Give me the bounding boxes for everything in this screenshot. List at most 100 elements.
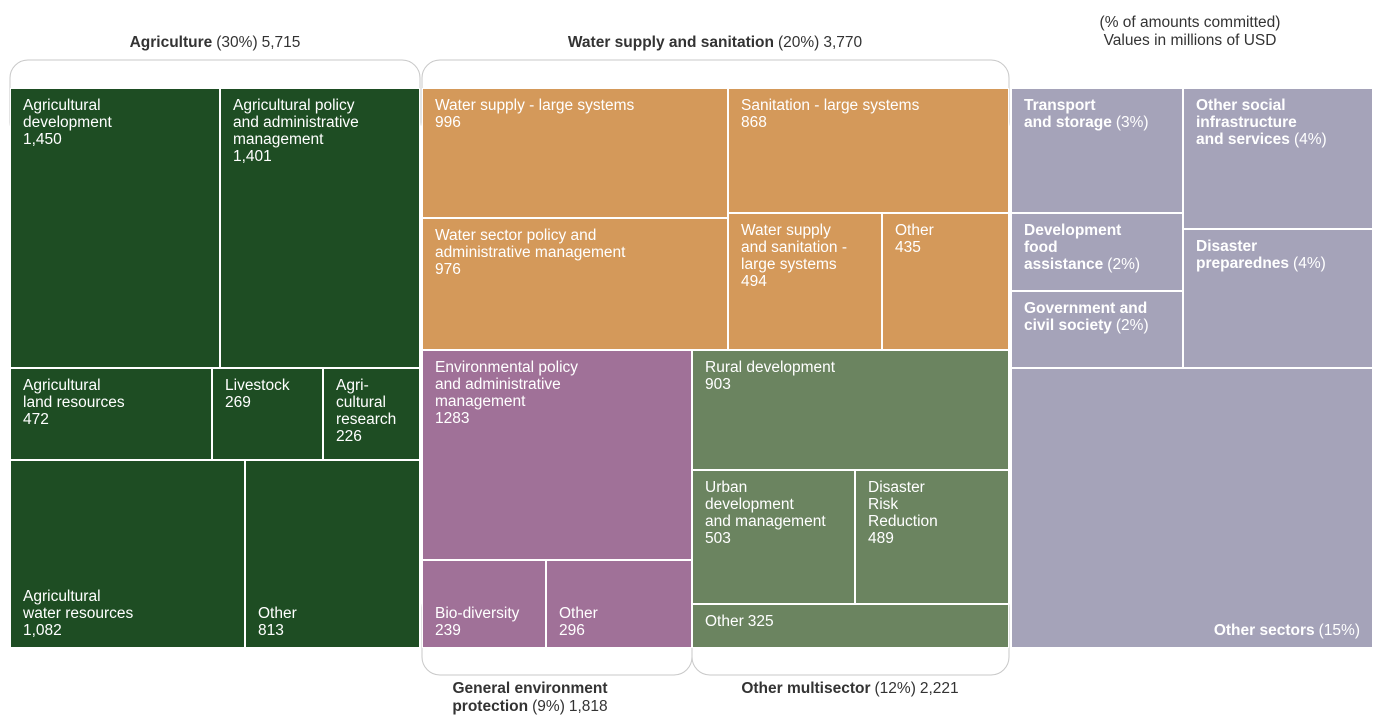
tile-label: Water supply and sanitation - large syst… — [741, 222, 869, 290]
group-label: Agriculture (30%) 5,715 — [130, 34, 301, 52]
group-total: 1,818 — [568, 698, 608, 715]
tile-name: Sanitation - large systems — [741, 97, 920, 114]
group-share: (12%) — [874, 680, 916, 697]
tile-value: 1,082 — [23, 622, 62, 639]
tile-name: Disaster Risk Reduction — [868, 479, 938, 530]
tile-label: Water supply - large systems 996 — [435, 97, 715, 131]
tile-value: 226 — [336, 428, 362, 445]
tile: Other 296 — [546, 560, 692, 648]
group-name: Other multisector — [741, 680, 871, 697]
group-share: (9%) — [532, 698, 565, 715]
tile-value: (2%) — [1107, 256, 1141, 273]
tile-value: 503 — [705, 530, 731, 547]
tile-label: Other 435 — [895, 222, 996, 256]
group-label: Water supply and sanitation (20%) 3,770 — [568, 34, 862, 52]
tile-name: Agricultural development — [23, 97, 112, 131]
tile-label: Agricultural land resources 472 — [23, 377, 199, 428]
tile-value: 325 — [747, 613, 774, 630]
tile-label: Disaster Risk Reduction 489 — [868, 479, 996, 547]
tile-label: Transport and storage (3%) — [1024, 97, 1170, 131]
tile: Urban development and management 503 — [692, 470, 855, 604]
tile-name: Water sector policy and administrative m… — [435, 227, 626, 261]
tile-name: Rural development — [705, 359, 836, 376]
tile-value: 976 — [435, 261, 461, 278]
tile: Environmental policy and administrative … — [422, 350, 692, 560]
tile-label: Agri- cultural research 226 — [336, 377, 407, 445]
tile-name: Agricultural land resources — [23, 377, 125, 411]
tile-name: Other — [895, 222, 934, 239]
group-label: Other multisector (12%) 2,221 — [741, 680, 958, 698]
tile-value: 269 — [225, 394, 251, 411]
tile: Water sector policy and administrative m… — [422, 218, 728, 350]
tile: Water supply and sanitation - large syst… — [728, 213, 882, 350]
tile-name: Other social infrastructure and services — [1196, 97, 1297, 148]
tile: Government and civil society (2%) — [1011, 291, 1183, 368]
tile-name: Disaster preparednes — [1196, 238, 1290, 272]
tile-value: (2%) — [1115, 317, 1149, 334]
tile-name: Agri- cultural research — [336, 377, 397, 428]
tile-name: Water supply - large systems — [435, 97, 635, 114]
tile: Transport and storage (3%) — [1011, 88, 1183, 213]
tile-value: 435 — [895, 239, 921, 256]
tile-name: Development food assistance — [1024, 222, 1122, 273]
group-share: (30%) — [216, 34, 258, 51]
tile-label: Other social infrastructure and services… — [1196, 97, 1360, 148]
group-total: 5,715 — [261, 34, 301, 51]
tile-value: 996 — [435, 114, 461, 131]
tile: Agri- cultural research 226 — [323, 368, 420, 460]
tile-label: Disaster preparednes (4%) — [1196, 238, 1360, 272]
tile-value: 903 — [705, 376, 731, 393]
tile-value: 1,450 — [23, 131, 62, 148]
tile-label: Sanitation - large systems 868 — [741, 97, 996, 131]
tile-value: 494 — [741, 273, 767, 290]
tile-name: Transport and storage — [1024, 97, 1112, 131]
tile-name: Government and civil society — [1024, 300, 1148, 334]
tile-value: 489 — [868, 530, 894, 547]
tile: Agricultural development 1,450 — [10, 88, 220, 368]
tile: Disaster Risk Reduction 489 — [855, 470, 1009, 604]
note: (% of amounts committed) Values in milli… — [1099, 14, 1281, 49]
tile-label: Livestock 269 — [225, 377, 310, 411]
tile: Other social infrastructure and services… — [1183, 88, 1373, 229]
tile: Development food assistance (2%) — [1011, 213, 1183, 291]
tile-name: Other — [705, 613, 744, 630]
tile: Disaster preparednes (4%) — [1183, 229, 1373, 368]
tile-label: Agricultural development 1,450 — [23, 97, 207, 148]
tile-label: Agricultural policy and administrative m… — [233, 97, 407, 165]
tile-name: Agricultural water resources — [23, 588, 134, 622]
tile-value: (3%) — [1115, 114, 1149, 131]
tile: Other 325 — [692, 604, 1009, 648]
tile-name: Other — [559, 605, 598, 622]
tile-value: 813 — [258, 622, 284, 639]
tile-label: Urban development and management 503 — [705, 479, 842, 547]
tile-value: (4%) — [1293, 131, 1327, 148]
tile: Sanitation - large systems 868 — [728, 88, 1009, 213]
group-label: General environment protection (9%) 1,818 — [452, 680, 607, 716]
tile-value: 472 — [23, 411, 49, 428]
group-name: Water supply and sanitation — [567, 34, 774, 51]
tile-name: Livestock — [225, 377, 290, 394]
tile-value: 1,401 — [233, 148, 272, 165]
tile-label: Development food assistance (2%) — [1024, 222, 1170, 273]
tile: Agricultural land resources 472 — [10, 368, 212, 460]
tile-label: Other 813 — [258, 605, 407, 639]
tile: Other 813 — [245, 460, 420, 648]
tile: Water supply - large systems 996 — [422, 88, 728, 218]
tile-value: 296 — [559, 622, 585, 639]
tile-name: Urban development and management — [705, 479, 826, 530]
tile-value: (15%) — [1318, 622, 1360, 639]
tile-name: Other — [258, 605, 297, 622]
tile: Bio-diversity 239 — [422, 560, 546, 648]
tile-name: Agricultural policy and administrative m… — [233, 97, 359, 148]
tile-label: Other 325 — [705, 613, 996, 630]
tile-name: Other sectors — [1213, 622, 1315, 639]
tile-name: Environmental policy and administrative … — [435, 359, 579, 410]
tile: Other sectors (15%) — [1011, 368, 1373, 648]
group-total: 3,770 — [823, 34, 863, 51]
group-name: Agriculture — [129, 34, 213, 51]
tile: Rural development 903 — [692, 350, 1009, 470]
tile-label: Government and civil society (2%) — [1024, 300, 1170, 334]
tile: Livestock 269 — [212, 368, 323, 460]
tile-name: Bio-diversity — [435, 605, 520, 622]
